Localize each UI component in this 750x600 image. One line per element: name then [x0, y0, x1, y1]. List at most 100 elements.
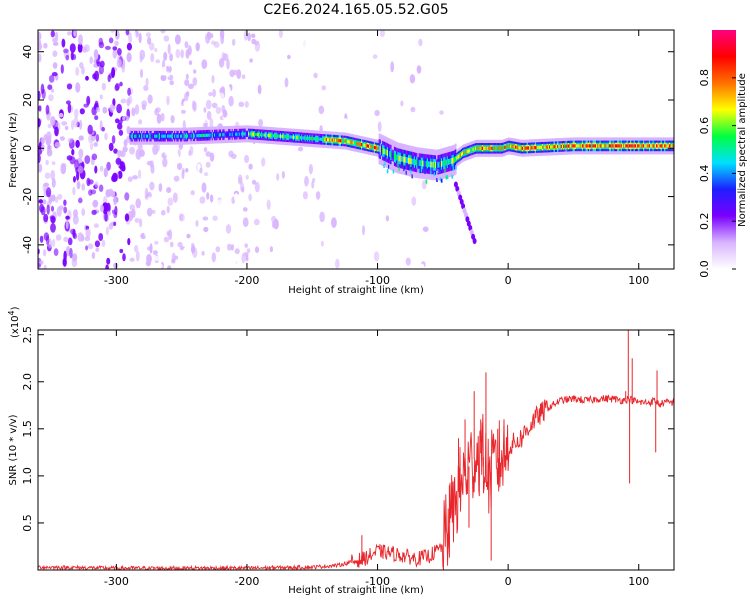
heatmap-cell	[589, 144, 591, 148]
heatmap-cell	[289, 135, 291, 139]
heatmap-cell	[491, 146, 493, 150]
heatmap-cell	[324, 138, 327, 142]
heatmap-cell	[455, 165, 457, 170]
heatmap-cell	[410, 158, 412, 165]
heatmap-cell	[50, 30, 55, 38]
heatmap-cell	[653, 144, 656, 148]
heatmap-cell	[211, 252, 216, 263]
heatmap-cell	[232, 38, 236, 46]
heatmap-cell	[440, 161, 443, 167]
heatmap-cell	[349, 221, 353, 227]
heatmap-cell	[539, 145, 542, 149]
heatmap-cell	[332, 206, 339, 215]
heatmap-cell	[388, 248, 393, 254]
heatmap-cell	[563, 144, 565, 148]
heatmap-cell	[376, 146, 378, 150]
heatmap-cell	[239, 132, 242, 136]
heatmap-cell	[307, 183, 312, 190]
heatmap-cell	[219, 30, 225, 40]
heatmap-cell	[305, 208, 310, 215]
heatmap-cell	[288, 66, 293, 76]
heatmap-cell	[430, 161, 432, 168]
heatmap-cell	[362, 143, 364, 147]
heatmap-cell	[445, 159, 448, 166]
y-tick-label: -20	[21, 188, 34, 206]
heatmap-cell	[404, 156, 407, 163]
heatmap-cell	[623, 144, 625, 148]
heatmap-cell	[288, 135, 290, 139]
heatmap-cell	[245, 174, 249, 180]
heatmap-cell	[404, 97, 409, 106]
heatmap-cell	[428, 105, 432, 111]
snr-x-label: Height of straight line (km)	[288, 585, 424, 596]
heatmap-cell	[78, 34, 83, 46]
heatmap-cell	[65, 54, 70, 61]
snr-x-ticks: -300 -200 -100 0 100	[104, 330, 649, 588]
heatmap-cell	[591, 144, 593, 148]
heatmap-cell	[215, 246, 221, 253]
heatmap-cell	[44, 172, 51, 179]
heatmap-cell	[268, 133, 270, 137]
heatmap-cell	[104, 212, 108, 222]
x-tick-label: -300	[104, 274, 129, 287]
heatmap-cell	[410, 169, 412, 174]
heatmap-cell	[203, 107, 207, 113]
heatmap-cell	[612, 144, 615, 148]
heatmap-cell	[129, 146, 135, 155]
heatmap-cell	[140, 134, 142, 138]
heatmap-cell	[254, 246, 260, 253]
heatmap-cell	[375, 232, 380, 243]
heatmap-cell	[138, 32, 142, 44]
heatmap-cell	[310, 136, 312, 141]
heatmap-cell	[94, 165, 98, 174]
heatmap-cell	[163, 35, 170, 42]
heatmap-cell	[205, 33, 211, 44]
heatmap-cell	[228, 95, 234, 107]
heatmap-cell	[339, 197, 344, 204]
colorbar-tick-label: 0.2	[698, 212, 711, 230]
heatmap-cell	[383, 148, 385, 154]
heatmap-cell	[640, 144, 643, 148]
heatmap-cell	[214, 133, 216, 137]
heatmap-cell	[87, 124, 93, 135]
heatmap-cell	[145, 134, 148, 138]
heatmap-cell	[343, 97, 349, 107]
heatmap-cell	[230, 132, 233, 136]
heatmap-cell	[75, 82, 81, 93]
heatmap-cell	[311, 44, 317, 53]
heatmap-cell	[49, 215, 55, 220]
heatmap-cell	[208, 133, 210, 137]
heatmap-cell	[106, 202, 111, 213]
heatmap-cell	[314, 170, 318, 178]
heatmap-cell	[148, 134, 150, 138]
heatmap-cell	[338, 139, 341, 143]
heatmap-cell	[60, 162, 67, 169]
heatmap-cell	[427, 205, 431, 216]
heatmap-cell	[241, 132, 243, 136]
heatmap-cell	[290, 135, 292, 139]
heatmap-cell	[532, 146, 535, 150]
heatmap-cell	[132, 175, 138, 180]
heatmap-cell	[397, 108, 402, 114]
heatmap-cell	[159, 201, 164, 209]
heatmap-cell	[152, 134, 155, 138]
heatmap-cell	[72, 186, 76, 196]
heatmap-cell	[40, 206, 46, 216]
heatmap-cell	[131, 107, 136, 117]
heatmap-cell	[194, 134, 196, 138]
heatmap-cell	[65, 215, 70, 220]
heatmap-cell	[281, 171, 285, 179]
heatmap-cell	[438, 161, 441, 168]
heatmap-cell	[248, 259, 254, 265]
heatmap-cell	[133, 245, 139, 253]
heatmap-cell	[242, 207, 248, 212]
heatmap-cell	[523, 146, 525, 150]
heatmap-cell	[323, 137, 325, 142]
heatmap-cell	[134, 104, 140, 115]
heatmap-cell	[444, 160, 446, 166]
heatmap-cell	[489, 146, 491, 150]
heatmap-cell	[105, 226, 109, 236]
heatmap-cell	[487, 146, 490, 150]
heatmap-cell	[419, 263, 425, 269]
heatmap-cell	[188, 83, 194, 90]
